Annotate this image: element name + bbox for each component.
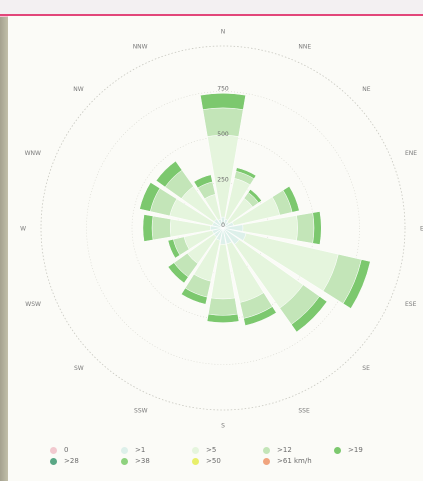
legend-item[interactable]: 0 — [50, 446, 68, 454]
legend-item[interactable]: >38 — [121, 457, 150, 465]
bar-segment-S — [208, 297, 238, 316]
direction-label-NW: NW — [73, 86, 83, 93]
legend-item[interactable]: >1 — [121, 446, 145, 454]
legend-label: >50 — [206, 457, 221, 465]
bar-segment-SSW — [180, 287, 208, 305]
legend-label: >5 — [206, 446, 217, 454]
legend-label: >38 — [135, 457, 150, 465]
grid-ring — [86, 91, 360, 365]
direction-label-N: N — [221, 29, 226, 36]
top-pink-border — [0, 0, 423, 16]
outer-circle — [40, 45, 406, 411]
direction-label-NNE: NNE — [298, 43, 311, 50]
legend-item[interactable]: >12 — [263, 446, 292, 454]
radial-tick-label: 0 — [221, 222, 225, 229]
legend-label: >1 — [135, 446, 146, 454]
direction-label-WNW: WNW — [25, 150, 41, 157]
legend-item[interactable]: >5 — [192, 446, 216, 454]
direction-label-E: E — [420, 226, 423, 233]
legend-label: >19 — [348, 446, 363, 454]
bar-segment-W — [142, 214, 154, 242]
direction-label-SW: SW — [74, 365, 84, 372]
bar-segment-NE — [247, 189, 262, 204]
radial-tick-labels: 0 250 500 750 — [217, 86, 229, 230]
bar-segment-SW — [167, 262, 189, 284]
bar-segment-ESE — [342, 259, 371, 309]
bar-segment-W — [151, 215, 172, 241]
legend-item[interactable]: >61 km/h — [263, 457, 312, 465]
chart-paper: 0 250 500 750 N NNE NE ENE E ESE SE SSE S SSW SW WSW W W… — [8, 16, 423, 481]
direction-label-S: S — [221, 423, 225, 430]
legend-swatch — [263, 457, 270, 465]
direction-label-NNW: NNW — [133, 43, 148, 50]
legend: 0 >1 >5 >12 >19 >28 >38 >50 >61 km/h — [50, 446, 420, 478]
wind-rose-chart: 0 250 500 750 N NNE NE ENE E ESE SE SSE S SSW SW WSW W W… — [20, 29, 423, 430]
legend-label: >28 — [64, 457, 79, 465]
bar-segment-SE — [291, 296, 328, 333]
legend-swatch — [263, 446, 270, 454]
radial-tick-label: 500 — [217, 131, 229, 138]
direction-labels: N NNE NE ENE E ESE SE SSE S SSW SW WSW W WNW NW NNW — [20, 29, 423, 430]
bar-segment-NW — [155, 160, 183, 188]
legend-swatch — [334, 446, 341, 454]
radial-tick-label: 750 — [217, 86, 229, 93]
bar-segment-E — [312, 211, 322, 245]
direction-label-WSW: WSW — [25, 301, 41, 308]
bar-segment-WSW — [167, 239, 181, 259]
bar-segment-WNW — [139, 182, 161, 212]
bar-segment-NNE — [235, 167, 257, 180]
legend-swatch — [121, 457, 128, 465]
bar-segment-ENE — [282, 185, 300, 213]
bar-segment-SSE — [243, 306, 277, 326]
direction-label-ENE: ENE — [405, 150, 417, 157]
wind-bars — [139, 93, 371, 333]
bar-segment-N — [200, 93, 246, 110]
legend-swatch — [50, 457, 57, 465]
direction-label-SSW: SSW — [134, 408, 148, 415]
direction-label-SE: SE — [362, 365, 370, 372]
direction-label-NE: NE — [362, 86, 370, 93]
legend-label: >61 km/h — [277, 457, 312, 465]
legend-item[interactable]: >50 — [192, 457, 221, 465]
direction-label-W: W — [20, 226, 26, 233]
direction-label-SSE: SSE — [298, 408, 310, 415]
legend-swatch — [192, 446, 199, 454]
direction-label-ESE: ESE — [405, 301, 417, 308]
legend-label: 0 — [64, 446, 69, 454]
legend-item[interactable]: >19 — [334, 446, 363, 454]
legend-item[interactable]: >28 — [50, 457, 79, 465]
bar-segment-S — [206, 313, 240, 323]
bar-segment-E — [296, 212, 315, 244]
legend-swatch — [121, 446, 128, 454]
bar-segment-NNW — [193, 174, 213, 189]
legend-swatch — [192, 457, 199, 465]
legend-swatch — [50, 446, 57, 454]
legend-label: >12 — [277, 446, 292, 454]
radial-tick-label: 250 — [217, 177, 229, 184]
